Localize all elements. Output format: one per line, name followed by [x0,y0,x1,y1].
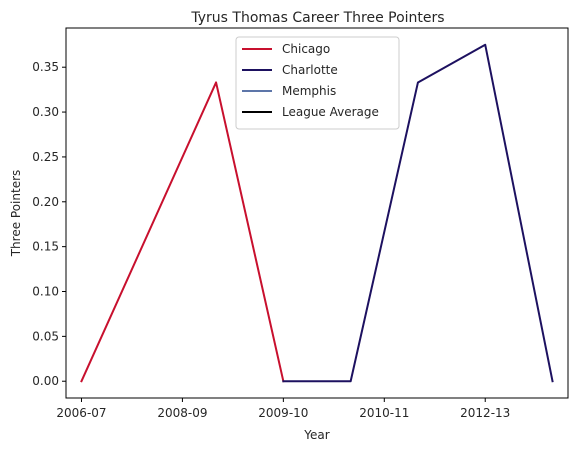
plot-area [80,43,554,383]
x-tick-label: 2009-10 [258,406,308,420]
legend: Chicago Charlotte Memphis League Average [235,36,400,130]
y-tick-label: 0.35 [32,60,59,74]
legend-label: Chicago [282,42,330,56]
y-axis-label: Three Pointers [9,170,23,258]
legend-label: Charlotte [282,63,338,77]
legend-label: League Average [282,105,379,119]
y-tick-label: 0.05 [32,329,59,343]
legend-box [235,36,400,130]
legend-label: Memphis [282,84,336,98]
series-line-charlotte [282,43,554,383]
x-axis-label: Year [303,428,329,442]
x-axis: 2006-07 2008-09 2009-10 2010-11 2012-13 [56,398,510,420]
x-tick-label: 2012-13 [460,406,510,420]
y-tick-label: 0.10 [32,285,59,299]
y-tick-label: 0.20 [32,195,59,209]
x-tick-label: 2008-09 [157,406,207,420]
chart-title: Tyrus Thomas Career Three Pointers [190,10,444,26]
x-tick-label: 2006-07 [56,406,106,420]
y-tick-label: 0.30 [32,105,59,119]
series-line-chicago [80,81,285,383]
x-tick-label: 2010-11 [359,406,409,420]
plot-frame [65,27,569,399]
y-tick-label: 0.00 [32,374,59,388]
y-tick-label: 0.15 [32,240,59,254]
y-axis: 0.00 0.05 0.10 0.15 0.20 0.25 0.30 0.35 [32,60,66,388]
y-tick-label: 0.25 [32,150,59,164]
